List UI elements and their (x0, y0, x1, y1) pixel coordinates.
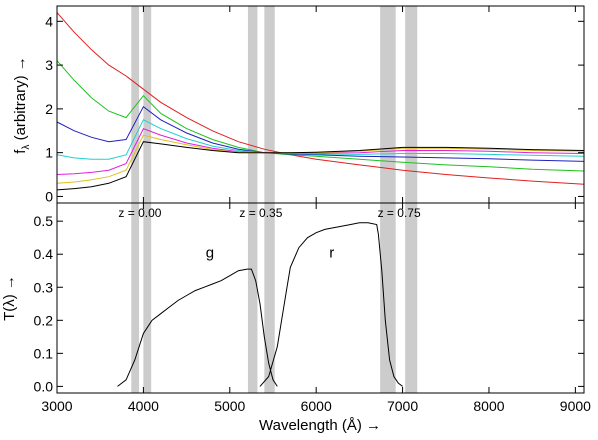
x-tick-label: 3000 (41, 398, 72, 414)
series-line-1 (56, 60, 585, 172)
top-y-axis-label-main: f (12, 149, 29, 154)
redshift-annotation: z = 0.00 (118, 206, 161, 220)
bottom-y-ticks: 0.0 0.1 0.2 0.3 0.4 0.5 (34, 213, 584, 394)
series-line-r (259, 222, 403, 387)
y-tick-label: 0.2 (34, 312, 54, 328)
top-spectra-series (56, 12, 585, 191)
y-tick-label: 0.1 (34, 345, 54, 361)
series-line-6 (56, 141, 585, 191)
redshift-annotation: z = 0.75 (378, 206, 421, 220)
top-y-ticks: 0 1 2 3 4 (45, 13, 584, 204)
bottom-panel-frame (56, 202, 585, 394)
y-tick-label: 0.5 (34, 213, 54, 229)
y-tick-label: 1 (45, 145, 53, 161)
x-tick-label: 9000 (560, 398, 591, 414)
bottom-panel-filters: 0.0 0.1 0.2 0.3 0.4 0.5 3000 4000 5000 6000 7000 8… (1, 202, 591, 434)
x-tick-label: 8000 (473, 398, 504, 414)
shaded-band-5 (405, 6, 418, 203)
bottom-filter-curves (117, 222, 403, 387)
top-panel-spectra: 0 1 2 3 4 fλ (arbitrary) → (12, 5, 585, 204)
shaded-band-2 (247, 6, 258, 203)
shaded-band-0 (131, 203, 140, 393)
bottom-x-ticks: 3000 4000 5000 6000 7000 8000 9000 (41, 203, 591, 414)
x-tick-label: 6000 (301, 398, 332, 414)
shaded-band-4 (380, 203, 396, 393)
filter-label: g (206, 245, 214, 262)
x-tick-label: 4000 (128, 398, 159, 414)
shaded-band-0 (131, 6, 140, 203)
top-y-axis-label: fλ (arbitrary) → (12, 56, 32, 154)
shaded-band-1 (143, 6, 152, 203)
y-tick-label: 2 (45, 101, 53, 117)
bottom-shaded-bands (131, 203, 418, 393)
shaded-band-3 (264, 203, 275, 393)
bottom-x-axis-label: Wavelength (Å) → (259, 417, 381, 434)
y-tick-label: 0.3 (34, 279, 54, 295)
y-tick-label: 0 (45, 188, 53, 204)
shaded-band-4 (380, 6, 396, 203)
redshift-annotation: z = 0.35 (239, 206, 282, 220)
top-y-axis-label-rest: (arbitrary) → (12, 56, 29, 144)
series-line-0 (56, 12, 585, 185)
shaded-band-3 (264, 6, 275, 203)
bottom-y-axis-label: T(λ) → (1, 275, 18, 321)
top-shaded-bands (131, 6, 418, 203)
series-line-g (117, 268, 278, 387)
top-x-ticks (56, 6, 576, 203)
shaded-band-5 (405, 203, 418, 393)
series-line-2 (56, 105, 585, 162)
x-tick-label: 7000 (387, 398, 418, 414)
redshift-annotations: z = 0.00 z = 0.35 z = 0.75 (118, 206, 421, 220)
top-y-axis-label-sub: λ (21, 145, 32, 150)
y-tick-label: 0.0 (34, 378, 54, 394)
y-tick-label: 0.4 (34, 246, 54, 262)
shaded-band-1 (143, 203, 152, 393)
filter-label: r (329, 245, 334, 262)
x-tick-label: 5000 (214, 398, 245, 414)
series-line-3 (56, 119, 585, 160)
y-tick-label: 3 (45, 57, 53, 73)
y-tick-label: 4 (45, 13, 53, 29)
shaded-band-2 (247, 203, 258, 393)
